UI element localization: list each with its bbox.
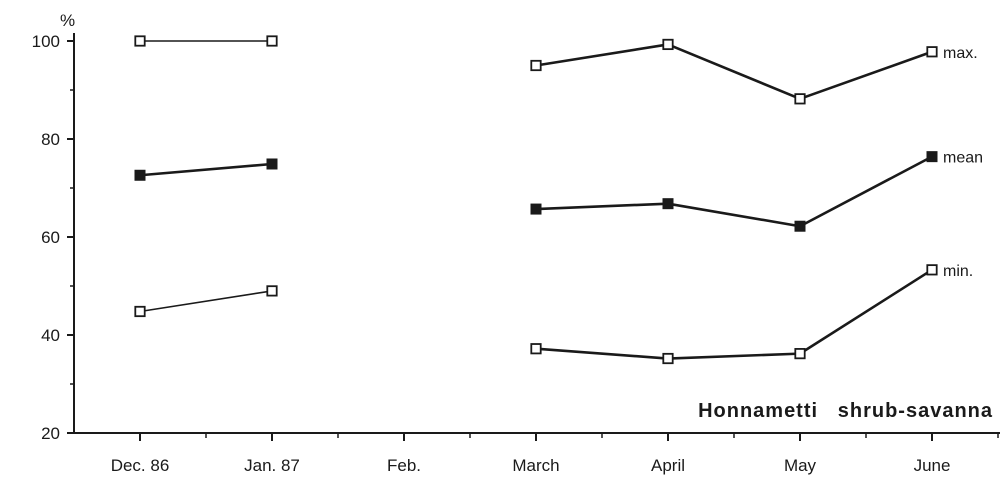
series-label: max. <box>943 45 978 62</box>
data-point <box>530 203 542 215</box>
series-line <box>535 268 933 360</box>
x-tick-label: Feb. <box>387 456 421 475</box>
data-point <box>134 305 146 318</box>
series-line <box>535 43 933 101</box>
data-point <box>926 264 938 276</box>
chart-title: Honnametti shrub-savanna <box>698 400 993 422</box>
data-point <box>266 158 278 170</box>
data-point <box>134 169 146 181</box>
x-tick-label: April <box>651 456 685 475</box>
axes: 20 40 60 80 100 Dec. 86 Jan. 87 Feb. March April M… <box>32 32 1000 475</box>
data-point <box>266 35 278 47</box>
data-point <box>134 35 146 47</box>
y-tick-label: 40 <box>41 326 60 345</box>
series-line <box>139 290 273 313</box>
data-point <box>662 352 674 365</box>
series-min: min. <box>134 263 973 365</box>
series-mean: mean <box>134 150 983 232</box>
data-point <box>794 220 806 232</box>
y-tick-label: 100 <box>32 32 60 51</box>
x-tick-label: May <box>784 456 817 475</box>
y-tick-label: 80 <box>41 130 60 149</box>
y-tick-label: 60 <box>41 228 60 247</box>
data-point <box>530 59 542 72</box>
data-point <box>794 93 806 105</box>
data-point <box>926 46 938 58</box>
series-max: max. <box>134 35 978 105</box>
x-tick-label: March <box>512 456 559 475</box>
y-axis-unit-label: % <box>60 11 75 30</box>
data-point <box>266 285 278 297</box>
x-tick-label: Jan. 87 <box>244 456 300 475</box>
data-point <box>926 151 938 163</box>
data-point <box>794 348 806 360</box>
series-label: min. <box>943 263 973 280</box>
series-label: mean <box>943 150 983 167</box>
y-tick-label: 20 <box>41 424 60 443</box>
x-tick-label: Dec. 86 <box>111 456 170 475</box>
data-point <box>662 198 674 210</box>
series-line <box>535 155 933 228</box>
data-point <box>530 343 542 355</box>
x-tick-label: June <box>914 456 951 475</box>
series-line <box>139 162 273 177</box>
series-layer: max. mean min. <box>134 35 983 365</box>
data-point <box>662 38 674 51</box>
